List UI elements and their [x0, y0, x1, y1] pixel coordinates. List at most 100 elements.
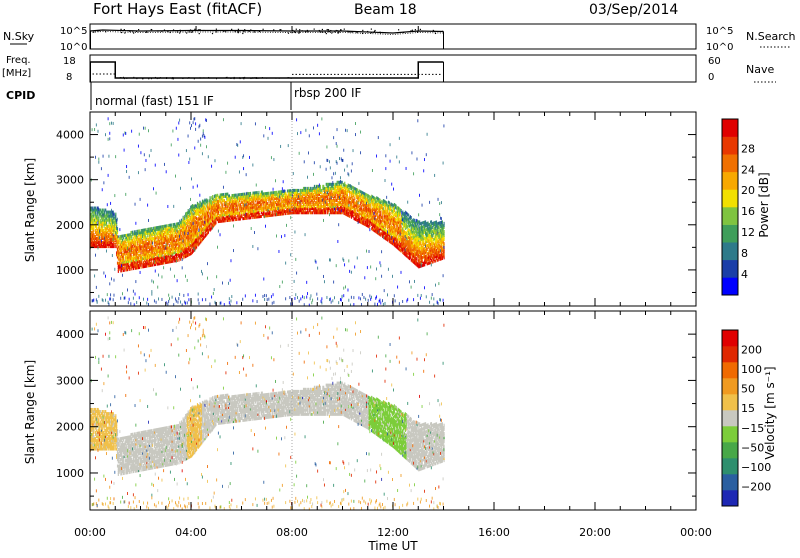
power-cell: [217, 246, 218, 249]
power-cell: [342, 159, 343, 162]
power-cell: [183, 239, 184, 242]
nsky-dot: [373, 32, 374, 33]
power-cell: [338, 301, 339, 304]
nsky-dot: [167, 31, 168, 32]
nsky-dot: [417, 32, 418, 33]
power-cell: [317, 124, 318, 127]
power-cell: [358, 182, 359, 185]
power-cell: [198, 298, 199, 301]
power-cell: [288, 144, 289, 147]
power-cell: [316, 186, 317, 189]
power-cell: [191, 124, 192, 127]
nsky-dot: [273, 29, 274, 30]
power-cell: [310, 297, 311, 300]
power-cell: [340, 176, 341, 179]
freq-dot: [266, 78, 267, 79]
power-cell: [203, 132, 204, 135]
nsky-dot: [322, 32, 323, 33]
power-cell: [342, 295, 343, 298]
power-cell: [144, 153, 145, 156]
power-cell: [268, 298, 269, 301]
power-cell: [113, 233, 114, 236]
power-cell: [164, 163, 165, 166]
power-cell: [170, 268, 171, 271]
nsky-dot: [223, 31, 224, 32]
power-cell: [353, 189, 354, 192]
nsky-dot: [326, 33, 327, 34]
power-cell: [208, 215, 209, 218]
power-cell: [358, 201, 359, 204]
nsky-dot: [189, 31, 190, 32]
nsky-dot: [349, 31, 350, 32]
power-cell: [282, 281, 283, 284]
freq-dot: [124, 78, 125, 79]
power-cell: [278, 207, 279, 210]
power-cell: [204, 136, 205, 139]
power-cell: [133, 297, 134, 300]
power-cell: [333, 281, 334, 284]
freq-dot: [166, 78, 167, 79]
power-cell: [194, 212, 195, 215]
freq-dot: [121, 77, 122, 78]
power-cell: [323, 275, 324, 278]
power-cell: [349, 270, 350, 273]
nsky-dot: [307, 31, 308, 32]
nsky-dot: [164, 29, 165, 30]
power-cell: [131, 130, 132, 133]
power-cell: [166, 170, 167, 173]
power-cell: [355, 122, 356, 125]
nave-label: Nave: [746, 63, 774, 76]
power-cell: [263, 295, 264, 298]
freq-dot: [126, 78, 127, 79]
power-cell: [202, 298, 203, 301]
power-cell: [252, 163, 253, 166]
power-cell: [93, 299, 94, 302]
nsky-dot: [203, 30, 204, 31]
power-cell: [103, 271, 104, 274]
power-cell: [122, 292, 123, 295]
power-cell: [206, 145, 207, 148]
power-cell: [94, 274, 95, 277]
power-cell: [279, 250, 280, 253]
freq-dot: [257, 77, 258, 78]
power-cell: [129, 176, 130, 179]
power-cell: [315, 259, 316, 262]
power-cell: [279, 196, 280, 199]
power-cell: [269, 127, 270, 130]
power-cell: [215, 221, 216, 224]
power-cell: [300, 131, 301, 134]
freq-dot: [136, 78, 137, 79]
power-cell: [140, 198, 141, 201]
power-cell: [183, 294, 184, 297]
power-cell: [109, 122, 110, 125]
power-cell: [335, 172, 336, 175]
power-cell: [139, 296, 140, 299]
power-cell: [280, 145, 281, 148]
nsky-dot: [199, 33, 200, 34]
power-cell: [319, 183, 320, 186]
nsky-dot: [179, 32, 180, 33]
nsky-dot: [307, 30, 308, 31]
power-cell: [284, 234, 285, 237]
power-cell: [98, 130, 99, 133]
power-cell: [115, 231, 116, 234]
power-cell: [164, 256, 165, 259]
power-cell: [182, 266, 183, 269]
power-cell: [199, 125, 200, 128]
nsky-dot: [243, 31, 244, 32]
power-cell: [109, 155, 110, 158]
freq-dot: [203, 77, 204, 78]
power-cell: [101, 167, 102, 170]
power-cell: [188, 161, 189, 164]
freq-dot: [194, 78, 195, 79]
power-cell: [345, 285, 346, 288]
power-cell: [226, 171, 227, 174]
power-cell: [194, 146, 195, 149]
power-cell: [157, 286, 158, 289]
power-cell: [200, 144, 201, 147]
nsky-dot: [138, 29, 139, 30]
power-cell: [343, 257, 344, 260]
power-cell: [245, 213, 246, 216]
nsky-dot: [331, 32, 332, 33]
